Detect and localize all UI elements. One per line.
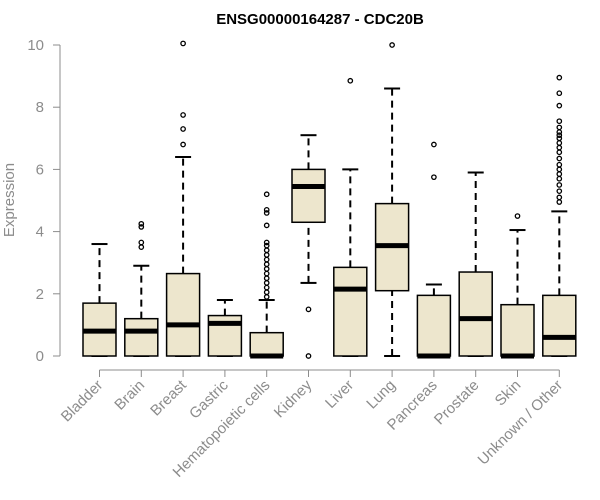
- outlier-point: [263, 261, 270, 268]
- outlier-point: [514, 213, 521, 219]
- iqr-box: [542, 294, 577, 357]
- x-tick-label: Kidney: [271, 376, 316, 421]
- outlier-point: [556, 135, 563, 142]
- outlier-point: [263, 266, 270, 272]
- box-group: [542, 74, 577, 357]
- y-tick-label: 0: [36, 348, 44, 365]
- box-group: [458, 171, 493, 357]
- y-tick-label: 10: [27, 37, 44, 54]
- iqr-box: [500, 303, 535, 357]
- outlier-point: [180, 126, 186, 132]
- iqr-box: [458, 271, 493, 357]
- x-tick-label: Bladder: [58, 377, 107, 426]
- outlier-point: [263, 294, 270, 300]
- outlier-point: [347, 77, 354, 84]
- outlier-point: [305, 353, 312, 359]
- outlier-point: [556, 149, 563, 156]
- outlier-point: [556, 74, 563, 81]
- y-tick-label: 4: [36, 224, 44, 241]
- outlier-point: [263, 191, 270, 198]
- outlier-point: [180, 112, 186, 118]
- outlier-point: [263, 247, 270, 254]
- iqr-box: [416, 294, 452, 357]
- x-tick-label: Liver: [322, 377, 357, 412]
- box-group: [500, 213, 535, 359]
- y-axis: 0 2 4 6 8 10: [27, 37, 61, 365]
- outlier-point: [556, 161, 563, 168]
- iqr-box: [124, 317, 159, 357]
- iqr-box: [165, 272, 201, 357]
- box-group: [207, 299, 243, 357]
- box-group: [416, 141, 452, 359]
- outlier-point: [389, 42, 395, 48]
- iqr-box: [333, 266, 368, 357]
- x-tick-label: Breast: [147, 376, 190, 419]
- box-series: [82, 40, 577, 359]
- x-tick-label: Lung: [363, 377, 399, 413]
- outlier-point: [305, 306, 312, 313]
- outlier-point: [263, 270, 270, 277]
- outlier-point: [556, 166, 563, 173]
- outlier-point: [138, 244, 145, 250]
- chart-title: ENSG00000164287 - CDC20B: [216, 11, 424, 28]
- x-tick-label: Brain: [111, 377, 148, 414]
- outlier-point: [263, 252, 270, 258]
- outlier-point: [556, 124, 563, 131]
- outlier-point: [556, 132, 563, 139]
- outlier-point: [180, 141, 186, 148]
- outlier-point: [556, 140, 563, 146]
- iqr-box: [291, 168, 326, 224]
- y-tick-label: 2: [36, 286, 44, 303]
- outlier-point: [556, 199, 563, 205]
- outlier-point: [180, 40, 186, 47]
- outlier-point: [556, 188, 563, 195]
- outlier-point: [263, 242, 270, 249]
- outlier-point: [263, 289, 270, 296]
- outlier-point: [556, 182, 563, 188]
- outlier-point: [556, 118, 563, 125]
- box-group: [249, 191, 284, 359]
- x-tick-label: Skin: [492, 377, 525, 410]
- outlier-point: [263, 206, 270, 213]
- outlier-point: [431, 174, 437, 181]
- outlier-point: [263, 275, 270, 282]
- box-group: [374, 42, 410, 357]
- outlier-point: [138, 239, 145, 246]
- outlier-point: [263, 239, 270, 246]
- y-tick-label: 6: [36, 161, 44, 178]
- y-tick-label: 8: [36, 99, 44, 116]
- outlier-point: [138, 224, 145, 230]
- outlier-point: [556, 90, 563, 97]
- outlier-point: [556, 155, 563, 162]
- outlier-point: [138, 220, 145, 227]
- iqr-box: [249, 331, 284, 357]
- x-tick-label: Prostate: [431, 377, 483, 429]
- outlier-point: [263, 256, 270, 263]
- outlier-point: [263, 210, 270, 216]
- outlier-point: [431, 141, 437, 148]
- box-group: [124, 220, 159, 357]
- y-axis-label: Expression: [1, 163, 18, 237]
- box-group: [165, 40, 201, 357]
- outlier-point: [556, 194, 563, 201]
- outlier-point: [263, 222, 270, 229]
- outlier-point: [556, 175, 563, 182]
- box-group: [333, 77, 368, 357]
- outlier-point: [263, 280, 270, 286]
- outlier-point: [556, 102, 563, 109]
- outlier-point: [556, 171, 563, 177]
- box-group: [82, 243, 117, 357]
- outlier-point: [556, 144, 563, 151]
- box-group: [291, 134, 326, 359]
- outlier-point: [263, 284, 270, 291]
